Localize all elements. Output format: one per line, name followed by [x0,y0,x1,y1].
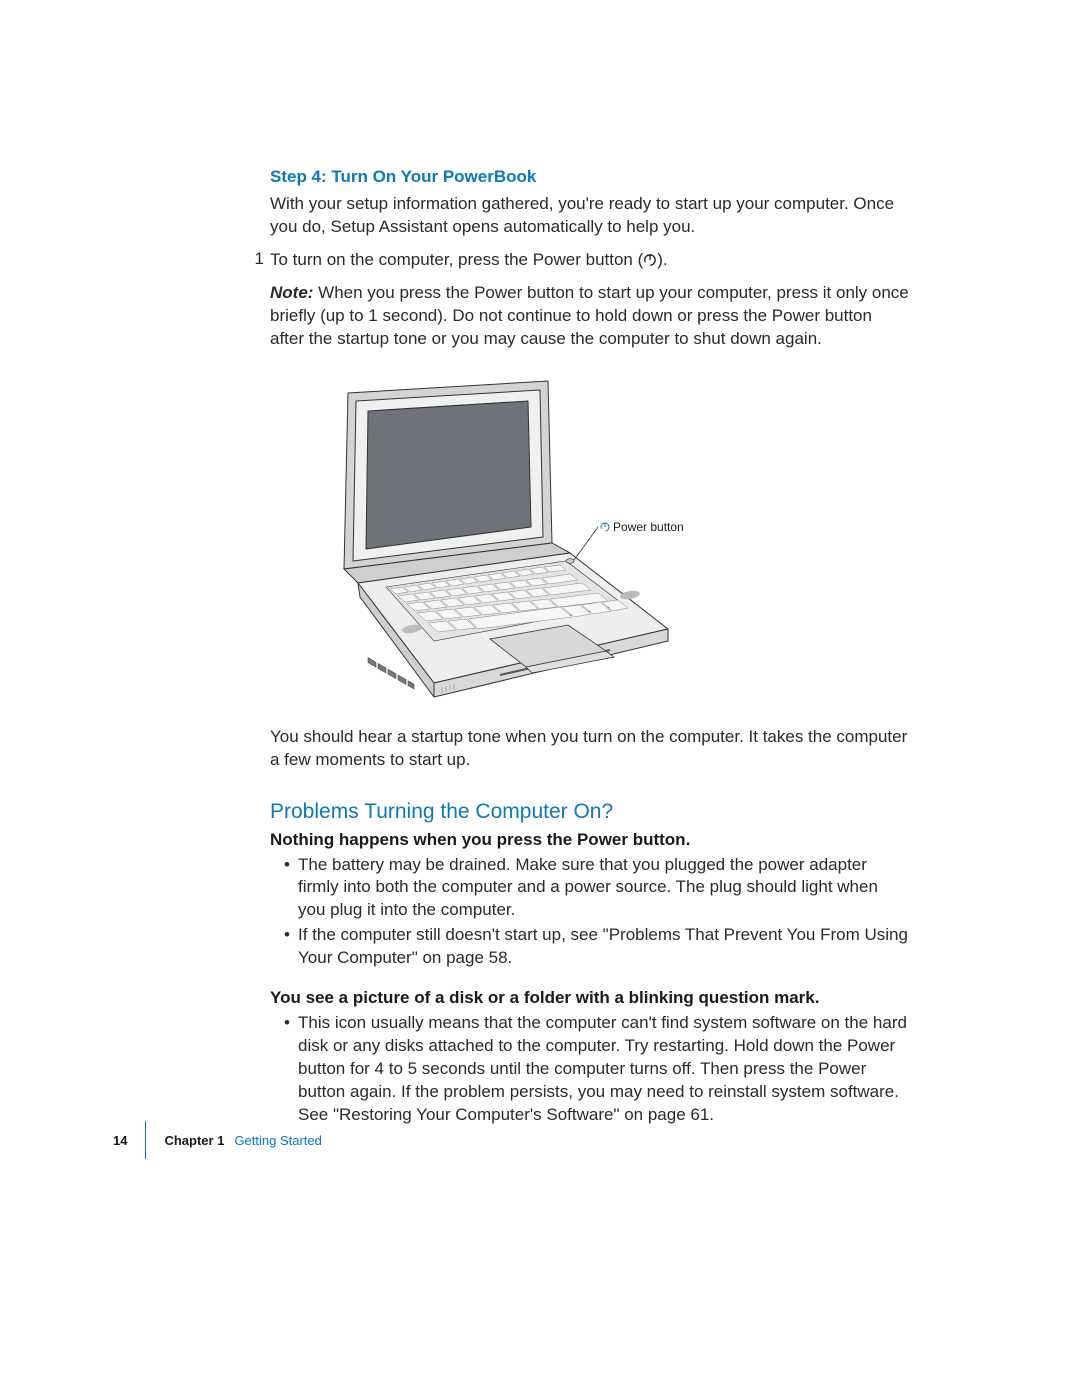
list-item: This icon usually means that the compute… [284,1012,910,1127]
page-footer: 14 Chapter 1 Getting Started [113,1128,322,1152]
note-body: When you press the Power button to start… [270,283,909,348]
chapter-name: Getting Started [234,1133,321,1148]
problem-subhead-2: You see a picture of a disk or a folder … [270,988,910,1008]
after-figure-paragraph: You should hear a startup tone when you … [270,726,910,772]
page-number: 14 [113,1133,127,1148]
problems-heading: Problems Turning the Computer On? [270,800,910,824]
list-item: If the computer still doesn't start up, … [284,924,910,970]
document-page: Step 4: Turn On Your PowerBook With your… [0,0,1080,1397]
note-label: Note: [270,283,313,302]
problem-2-bullets: This icon usually means that the compute… [284,1012,910,1127]
list-item-text: To turn on the computer, press the Power… [270,249,910,272]
numbered-list: 1 To turn on the computer, press the Pow… [270,249,910,272]
list-item-post: ). [657,250,667,269]
problem-subhead-1: Nothing happens when you press the Power… [270,830,910,850]
list-item: The battery may be drained. Make sure th… [284,854,910,923]
chapter-label: Chapter 1 [164,1133,224,1148]
main-content-column: Step 4: Turn On Your PowerBook With your… [270,167,910,1127]
step-heading: Step 4: Turn On Your PowerBook [270,167,910,187]
power-icon [643,253,657,267]
list-number: 1 [250,249,270,272]
figure-callout-label: Power button [613,520,684,534]
note-paragraph: Note: When you press the Power button to… [270,282,910,351]
footer-rule [145,1121,146,1159]
problem-1-bullets: The battery may be drained. Make sure th… [284,854,910,971]
powerbook-figure: Power button [270,371,910,706]
powerbook-illustration: Power button [270,371,710,701]
list-item-pre: To turn on the computer, press the Power… [270,250,643,269]
step-intro-paragraph: With your setup information gathered, yo… [270,193,910,239]
